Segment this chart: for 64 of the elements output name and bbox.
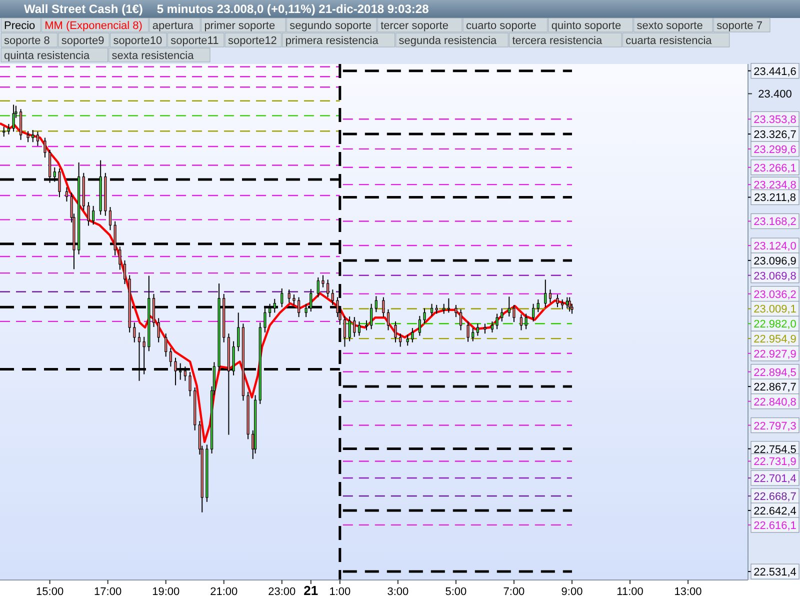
text: cuarto soporte [466, 20, 536, 32]
x-tick-label: 21 [304, 583, 318, 598]
y-tick-label: 23.069,8 [754, 270, 796, 282]
x-tick-label: 15:00 [36, 586, 64, 598]
text: segunda resistencia [398, 35, 498, 47]
y-tick-label: 22.927,9 [754, 348, 796, 360]
text: cuarta resistencia [626, 35, 713, 47]
y-tick-label: 22.840,8 [754, 396, 796, 408]
text: sexto soporte [636, 20, 703, 32]
y-tick-label: 23.441,6 [754, 66, 796, 78]
text: soporte11 [170, 35, 219, 47]
text: soporte 7 [716, 20, 762, 32]
y-tick-label: 23.400 [758, 88, 792, 101]
y-tick-label: 23.266,1 [754, 162, 796, 174]
x-tick-label: 7:00 [503, 586, 525, 598]
x-tick-label: 1:00 [329, 586, 351, 598]
text: soporte 8 [4, 35, 50, 47]
chart-title: Wall Street Cash (1€) [24, 2, 143, 16]
y-tick-label: 23.036,2 [754, 288, 796, 301]
y-tick-label: 23.009,1 [754, 304, 796, 316]
x-tick-label: 11:00 [616, 586, 644, 598]
y-tick-label: 22.894,5 [754, 366, 796, 379]
y-tick-label: 22.531,4 [754, 566, 796, 579]
y-tick-label: 22.616,1 [754, 520, 796, 532]
y-tick-label: 23.326,7 [754, 129, 796, 142]
y-tick-label: 22.982,0 [754, 318, 796, 331]
text: primera resistencia [285, 35, 380, 47]
x-tick-label: 13:00 [674, 586, 702, 598]
y-tick-label: 22.701,4 [754, 473, 796, 486]
chart-subtitle: 5 minutos 23.008,0 (+0,11%) 21-dic-2018 9:03:28 [156, 2, 430, 16]
x-tick-label: 9:00 [561, 586, 583, 598]
y-tick-label: 22.867,7 [754, 382, 796, 394]
x-tick-label: 19:00 [152, 586, 180, 598]
text: apertura [152, 20, 194, 32]
x-tick-label: 5:00 [445, 586, 467, 598]
x-tick-label: 3:00 [387, 586, 409, 598]
y-tick-label: 22.954,9 [754, 334, 796, 346]
text: Precio [4, 20, 36, 32]
text: quinta resistencia [4, 50, 90, 62]
text: sexta resistencia [112, 50, 195, 62]
x-tick-label: 21:00 [210, 586, 238, 598]
x-tick-label: 23:00 [268, 586, 296, 598]
y-tick-label: 22.642,4 [754, 505, 796, 518]
text: tercera resistencia [512, 35, 603, 47]
text: tercer soporte [380, 20, 448, 32]
y-tick-label: 23.299,6 [754, 144, 796, 156]
y-tick-label: 23.096,9 [754, 255, 796, 268]
text: segundo soporte [290, 20, 372, 32]
text: soporte9 [61, 35, 104, 47]
y-tick-label: 22.668,7 [754, 491, 796, 503]
x-tick-label: 17:00 [94, 586, 122, 598]
text: quinto soporte [551, 20, 622, 32]
y-tick-label: 22.731,9 [754, 456, 796, 468]
text: MM (Exponencial 8) [44, 20, 142, 32]
y-tick-label: 23.353,8 [754, 114, 796, 126]
y-tick-label: 23.211,8 [754, 192, 796, 204]
y-tick-label: 22.754,5 [754, 444, 796, 456]
text: soporte12 [228, 35, 277, 47]
y-tick-label: 22.797,3 [754, 420, 796, 432]
y-tick-label: 23.234,8 [754, 180, 796, 192]
y-tick-label: 23.124,0 [754, 240, 796, 253]
y-tick-label: 23.168,2 [754, 216, 796, 228]
text: primer soporte [204, 20, 276, 32]
text: soporte10 [113, 35, 162, 47]
